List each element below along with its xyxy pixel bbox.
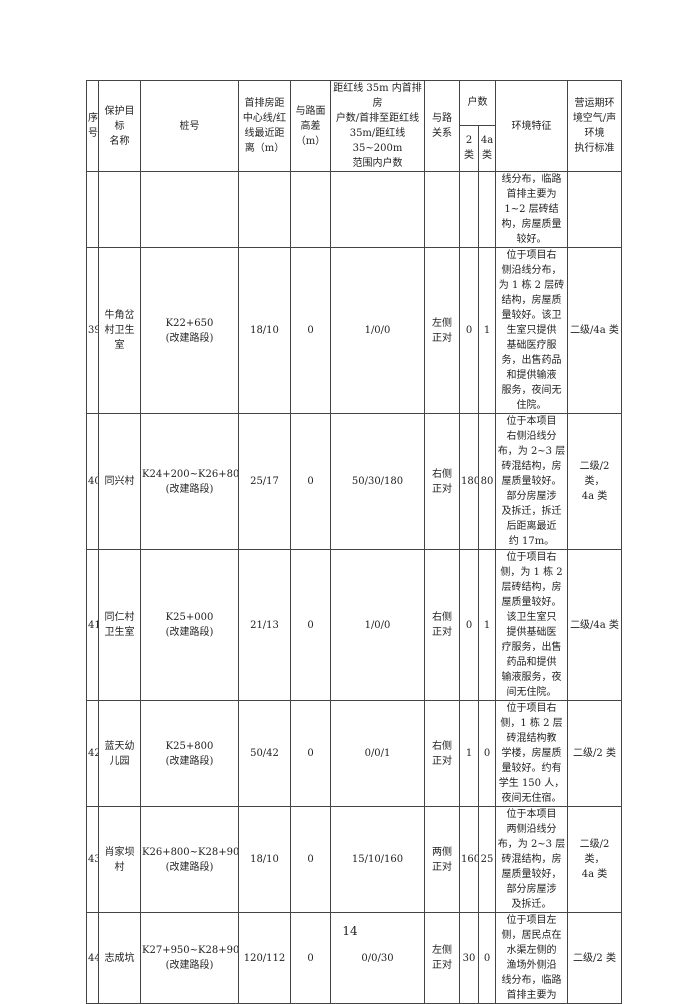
cell-class4a: 1 bbox=[478, 247, 496, 414]
cell-environment: 位于项目右 侧，1 栋 2 层 砖混结构教 学楼，房屋质 量较好。约有 学生 1… bbox=[495, 700, 568, 807]
cell-seq bbox=[86, 171, 99, 248]
cell-relation: 右侧 正对 bbox=[424, 413, 460, 550]
header-height: 与路面 高差 （m） bbox=[290, 80, 331, 172]
header-count-group: 户数 bbox=[459, 80, 496, 126]
cell-class4a: 1 bbox=[478, 549, 496, 701]
cell-height: 0 bbox=[290, 549, 331, 701]
cell-height: 0 bbox=[290, 700, 331, 807]
cell-standard: 二级/2 类， 4a 类 bbox=[567, 413, 622, 550]
cell-class4a: 80 bbox=[478, 413, 496, 550]
cell-class2: 180 bbox=[459, 413, 479, 550]
cell-standard: 二级/4a 类 bbox=[567, 247, 622, 414]
cell-name bbox=[98, 171, 141, 248]
header-standard: 营运期环 境空气/声 环境 执行标准 bbox=[567, 80, 622, 172]
cell-stake: K25+800 (改建路段) bbox=[140, 700, 239, 807]
cell-relation: 右侧 正对 bbox=[424, 700, 460, 807]
cell-name: 蓝天幼 儿园 bbox=[98, 700, 141, 807]
cell-households bbox=[330, 171, 425, 248]
header-households: 距红线 35m 内首排房 户数/首排至距红线 35m/距红线 35~200m 范… bbox=[330, 80, 425, 172]
cell-class2: 1 bbox=[459, 700, 479, 807]
cell-distance: 50/42 bbox=[238, 700, 291, 807]
cell-distance: 21/13 bbox=[238, 549, 291, 701]
header-seq: 序 号 bbox=[86, 80, 99, 172]
cell-name: 同仁村 卫生室 bbox=[98, 549, 141, 701]
cell-environment: 线分布，临路 首排主要为 1~2 层砖结 构，房屋质量 较好。 bbox=[495, 171, 568, 248]
cell-relation: 右侧 正对 bbox=[424, 549, 460, 701]
cell-environment: 位于本项目 两侧沿线分 布，为 2~3 层 砖混结构，房 屋质量较好， 部分房屋… bbox=[495, 806, 568, 913]
header-relation: 与路 关系 bbox=[424, 80, 460, 172]
cell-seq: 40 bbox=[86, 413, 99, 550]
cell-seq: 39 bbox=[86, 247, 99, 414]
cell-height bbox=[290, 171, 331, 248]
cell-standard: 二级/2 类， 4a 类 bbox=[567, 806, 622, 913]
cell-height: 0 bbox=[290, 806, 331, 913]
table-row: 40同兴村K24+200~K26+800 (改建路段)25/17050/30/1… bbox=[86, 413, 622, 550]
cell-seq: 41 bbox=[86, 549, 99, 701]
cell-stake: K26+800~K28+900 (改建路段) bbox=[140, 806, 239, 913]
cell-standard: 二级/2 类 bbox=[567, 700, 622, 807]
page-number: 14 bbox=[342, 924, 358, 938]
header-class2: 2 类 bbox=[459, 124, 479, 173]
header-class4a: 4a 类 bbox=[478, 124, 496, 173]
cell-households: 15/10/160 bbox=[330, 806, 425, 913]
cell-environment: 位于本项目 右侧沿线分 布，为 2~3 层 砖混结构，房 屋质量较好。 部分房屋… bbox=[495, 413, 568, 550]
cell-stake: K25+000 (改建路段) bbox=[140, 549, 239, 701]
cell-class4a: 0 bbox=[478, 700, 496, 807]
cell-stake bbox=[140, 171, 239, 248]
header-name: 保护目 标 名称 bbox=[98, 80, 141, 172]
cell-relation: 两侧 正对 bbox=[424, 806, 460, 913]
cell-height: 0 bbox=[290, 413, 331, 550]
cell-class2 bbox=[459, 171, 479, 248]
cell-households: 0/0/1 bbox=[330, 700, 425, 807]
cell-households: 1/0/0 bbox=[330, 549, 425, 701]
cell-distance: 25/17 bbox=[238, 413, 291, 550]
cell-name: 肖家坝 村 bbox=[98, 806, 141, 913]
cell-environment: 位于项目右 侧沿线分布， 为 1 栋 2 层砖 结构，房屋质 量较好。该卫 生室… bbox=[495, 247, 568, 414]
cell-seq: 42 bbox=[86, 700, 99, 807]
cell-height: 0 bbox=[290, 247, 331, 414]
cell-class4a bbox=[478, 171, 496, 248]
cell-stake: K24+200~K26+800 (改建路段) bbox=[140, 413, 239, 550]
cell-distance: 18/10 bbox=[238, 806, 291, 913]
cell-name: 牛角岔 村卫生 室 bbox=[98, 247, 141, 414]
cell-relation: 左侧 正对 bbox=[424, 247, 460, 414]
cell-environment: 位于项目右 侧，为 1 栋 2 层砖结构，房 屋质量较好。 该卫生室只 提供基础… bbox=[495, 549, 568, 701]
cell-households: 50/30/180 bbox=[330, 413, 425, 550]
cell-standard: 二级/4a 类 bbox=[567, 549, 622, 701]
sensitive-targets-table: 序 号 保护目 标 名称 桩号 首排房距 中心线/红 线最近距 离（m） 与路面… bbox=[86, 80, 622, 1004]
cell-stake: K22+650 (改建路段) bbox=[140, 247, 239, 414]
header-stake: 桩号 bbox=[140, 80, 239, 172]
cell-standard bbox=[567, 171, 622, 248]
cell-distance: 18/10 bbox=[238, 247, 291, 414]
cell-name: 同兴村 bbox=[98, 413, 141, 550]
cell-relation bbox=[424, 171, 460, 248]
cell-class2: 160 bbox=[459, 806, 479, 913]
cell-households: 1/0/0 bbox=[330, 247, 425, 414]
header-environment: 环境特征 bbox=[495, 80, 568, 172]
cell-class2: 0 bbox=[459, 549, 479, 701]
cell-class2: 0 bbox=[459, 247, 479, 414]
header-distance: 首排房距 中心线/红 线最近距 离（m） bbox=[238, 80, 291, 172]
cell-seq: 43 bbox=[86, 806, 99, 913]
table-row: 线分布，临路 首排主要为 1~2 层砖结 构，房屋质量 较好。 bbox=[86, 171, 622, 248]
cell-distance bbox=[238, 171, 291, 248]
cell-class4a: 25 bbox=[478, 806, 496, 913]
